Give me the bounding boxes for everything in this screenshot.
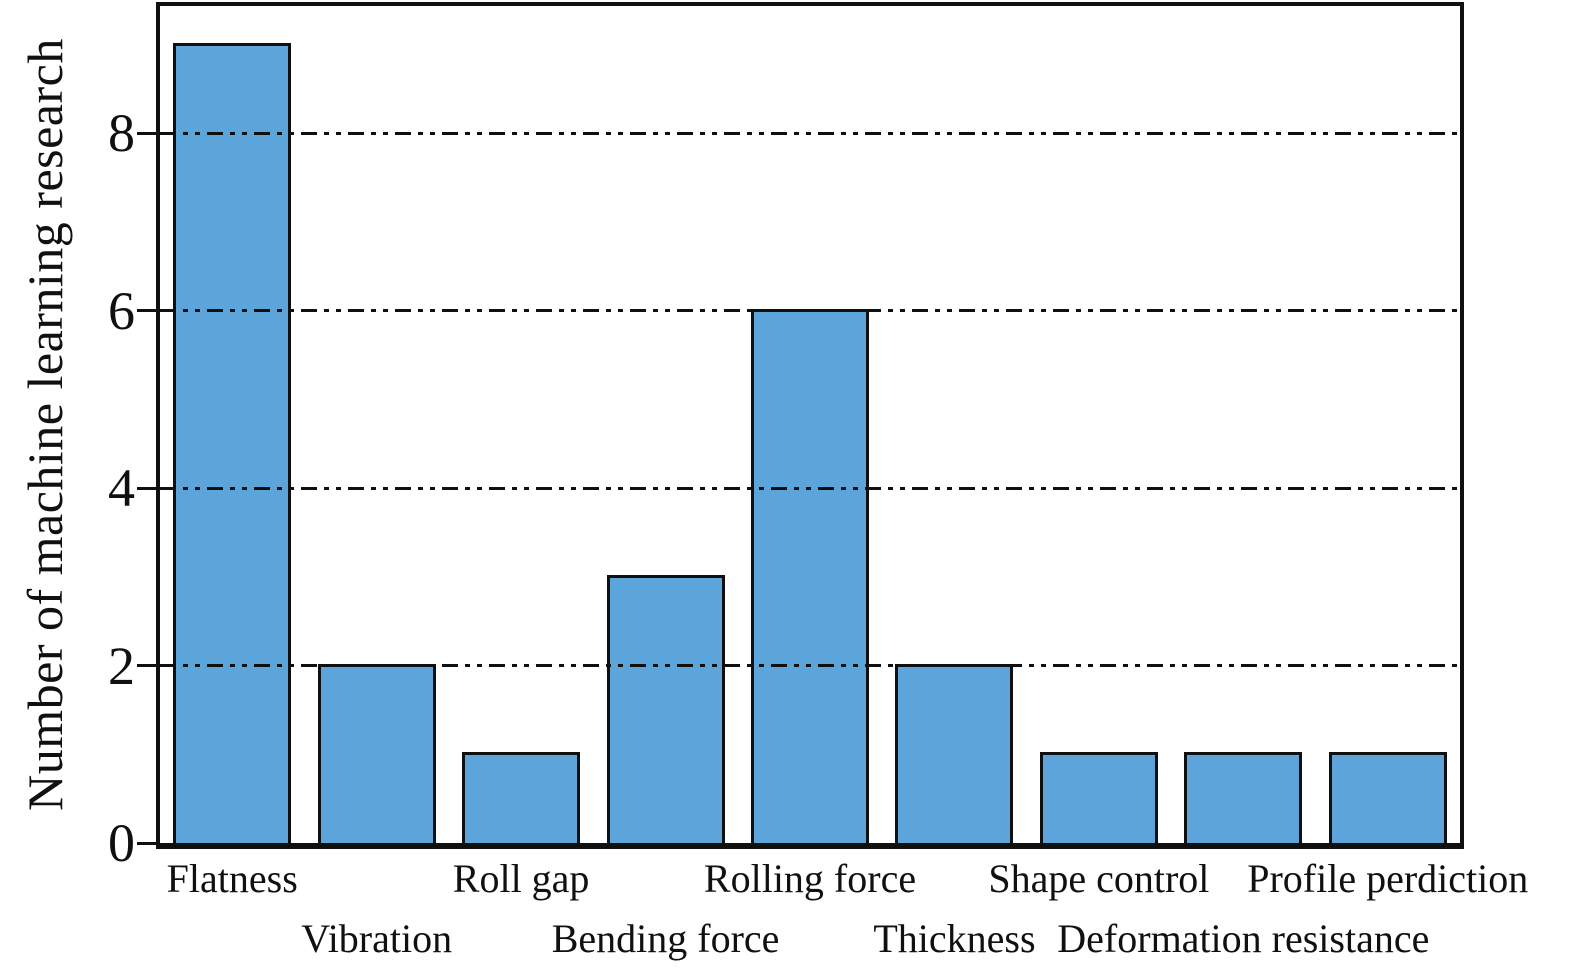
bar-bending-force bbox=[606, 574, 725, 843]
y-tick-mark-4 bbox=[137, 486, 156, 490]
bar-roll-gap bbox=[462, 752, 581, 843]
y-tick-label-2: 2 bbox=[108, 635, 135, 696]
x-tick-label-vibration: Vibration bbox=[301, 916, 453, 961]
bar-vibration bbox=[317, 663, 436, 843]
y-tick-mark-8 bbox=[137, 131, 156, 135]
x-tick-label-profile-perdiction: Profile perdiction bbox=[1247, 856, 1529, 901]
bar-shape-control bbox=[1039, 752, 1158, 843]
y-tick-mark-0 bbox=[137, 841, 156, 845]
x-tick-label-deformation-resistance: Deformation resistance bbox=[1057, 916, 1430, 961]
y-tick-mark-2 bbox=[137, 664, 156, 668]
bar-thickness bbox=[895, 663, 1014, 843]
bar-rolling-force bbox=[751, 308, 869, 843]
x-tick-label-flatness: Flatness bbox=[166, 856, 298, 901]
y-tick-label-4: 4 bbox=[108, 458, 135, 519]
x-tick-label-rolling-force: Rolling force bbox=[703, 856, 917, 901]
y-tick-label-8: 8 bbox=[108, 103, 135, 164]
plot-area bbox=[156, 2, 1464, 849]
y-tick-label-6: 6 bbox=[108, 280, 135, 341]
bar-flatness bbox=[173, 42, 292, 843]
x-tick-label-thickness: Thickness bbox=[873, 916, 1036, 961]
x-tick-label-shape-control: Shape control bbox=[988, 856, 1210, 901]
bars-layer bbox=[160, 6, 1460, 843]
y-tick-mark-6 bbox=[137, 309, 156, 313]
y-tick-label-0: 0 bbox=[108, 813, 135, 873]
x-tick-label-bending-force: Bending force bbox=[551, 916, 780, 961]
bar-deformation-resistance bbox=[1184, 752, 1303, 843]
bar-profile-perdiction bbox=[1328, 752, 1447, 843]
x-tick-label-roll-gap: Roll gap bbox=[452, 856, 590, 901]
